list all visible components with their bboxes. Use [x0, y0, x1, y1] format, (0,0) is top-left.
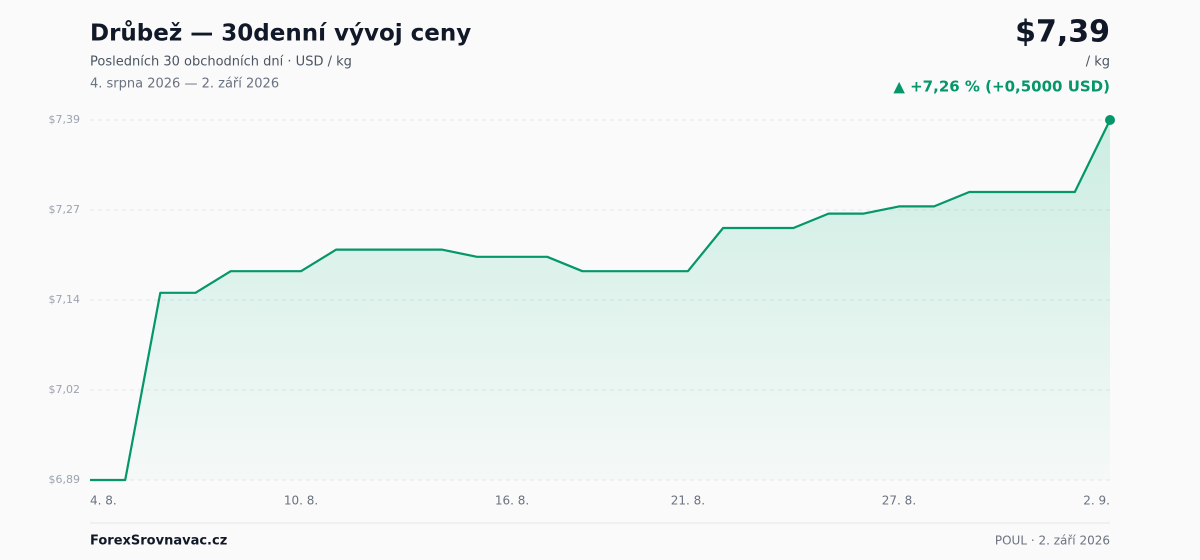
current-price: $7,39 — [1015, 15, 1110, 50]
y-tick-label: $7,02 — [49, 383, 81, 396]
subtitle: Posledních 30 obchodních dní · USD / kg — [90, 55, 352, 70]
y-tick-label: $7,27 — [49, 203, 81, 216]
x-tick-label: 21. 8. — [671, 494, 705, 508]
change: ▲ +7,26 % (+0,5000 USD) — [893, 78, 1110, 96]
y-tick-label: $7,39 — [49, 113, 81, 126]
x-tick-label: 2. 9. — [1083, 494, 1110, 508]
date-range: 4. srpna 2026 — 2. září 2026 — [90, 77, 279, 92]
y-tick-label: $7,14 — [49, 293, 81, 306]
brand: ForexSrovnavac.cz — [90, 534, 227, 549]
x-tick-label: 16. 8. — [495, 494, 529, 508]
footer-note: POUL · 2. září 2026 — [995, 534, 1110, 548]
line — [90, 119, 1111, 482]
x-tick-label: 27. 8. — [882, 494, 916, 508]
chart-title: Drůbež — 30denní vývoj ceny — [90, 20, 471, 47]
x-tick-label: 4. 8. — [90, 494, 117, 508]
y-tick-label: $6,89 — [49, 473, 81, 486]
unit: / kg — [1086, 55, 1110, 70]
last-point — [1105, 115, 1115, 125]
area — [90, 120, 1110, 480]
x-tick-label: 10. 8. — [284, 494, 318, 508]
